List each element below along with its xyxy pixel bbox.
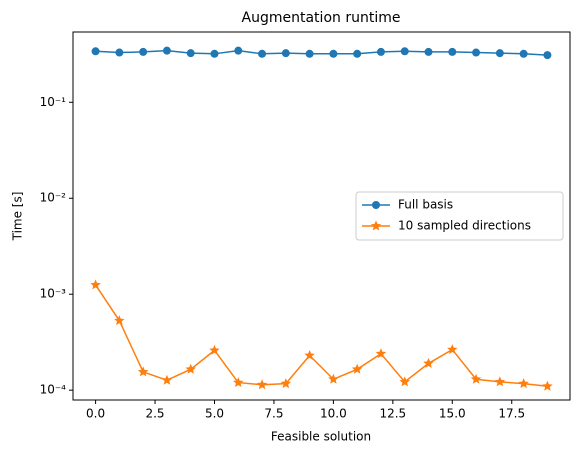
marker — [115, 48, 124, 57]
series-line — [94, 284, 548, 387]
legend-box — [355, 191, 564, 241]
legend-marker — [372, 201, 380, 209]
marker — [472, 48, 481, 57]
marker — [234, 46, 243, 55]
marker — [114, 315, 125, 326]
marker — [448, 47, 457, 56]
marker — [542, 380, 553, 391]
chart-title: Augmentation runtime — [242, 10, 401, 26]
marker — [353, 49, 362, 58]
marker — [185, 363, 196, 374]
marker — [424, 47, 433, 56]
marker — [210, 49, 219, 58]
y-tick-label: 10⁻⁴ — [40, 383, 67, 397]
x-tick-label: 0.0 — [86, 407, 105, 421]
marker — [495, 49, 504, 58]
marker — [376, 47, 385, 56]
y-tick-label: 10⁻³ — [40, 287, 67, 301]
y-tick-label: 10⁻¹ — [40, 95, 67, 109]
marker — [519, 49, 528, 58]
marker — [161, 374, 173, 385]
marker — [375, 348, 387, 359]
plot-frame — [72, 31, 571, 401]
legend-label: 10 sampled directions — [398, 219, 531, 233]
marker — [139, 47, 148, 56]
marker — [209, 344, 220, 355]
x-tick-label: 17.5 — [498, 407, 525, 421]
marker — [328, 373, 339, 384]
marker — [399, 376, 410, 387]
marker — [543, 51, 552, 60]
marker — [162, 46, 171, 55]
marker — [256, 379, 268, 390]
marker — [186, 49, 195, 58]
marker — [494, 376, 506, 387]
x-tick-label: 5.0 — [205, 407, 224, 421]
marker — [233, 377, 244, 387]
x-tick-label: 2.5 — [145, 407, 164, 421]
marker — [90, 279, 101, 290]
marker — [470, 373, 482, 384]
x-tick-label: 7.5 — [264, 407, 283, 421]
x-axis-label: Feasible solution — [271, 430, 371, 444]
x-tick-label: 15.0 — [439, 407, 466, 421]
x-tick-label: 12.5 — [379, 407, 406, 421]
legend-marker — [370, 220, 382, 231]
marker — [91, 47, 100, 56]
marker — [304, 350, 315, 360]
marker — [423, 357, 434, 368]
x-tick-label: 10.0 — [320, 407, 347, 421]
marker — [305, 49, 314, 58]
marker — [518, 378, 529, 389]
legend-label: Full basis — [398, 198, 453, 212]
marker — [137, 366, 149, 377]
marker — [280, 378, 292, 389]
marker — [447, 344, 458, 354]
y-tick-label: 10⁻² — [40, 191, 67, 205]
marker — [351, 363, 363, 374]
marker — [281, 49, 290, 58]
marker — [258, 49, 267, 58]
y-axis-label: Time [s] — [11, 192, 25, 242]
marker — [400, 47, 409, 56]
marker — [329, 49, 338, 58]
